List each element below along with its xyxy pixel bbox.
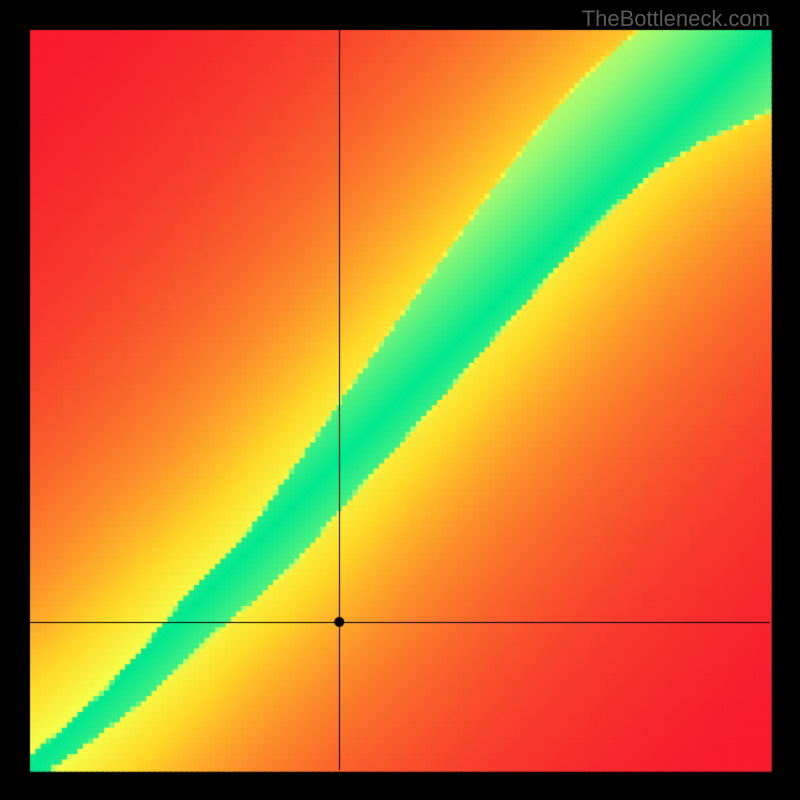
watermark-text: TheBottleneck.com (582, 6, 770, 32)
chart-container: TheBottleneck.com (0, 0, 800, 800)
heatmap-canvas (0, 0, 800, 800)
